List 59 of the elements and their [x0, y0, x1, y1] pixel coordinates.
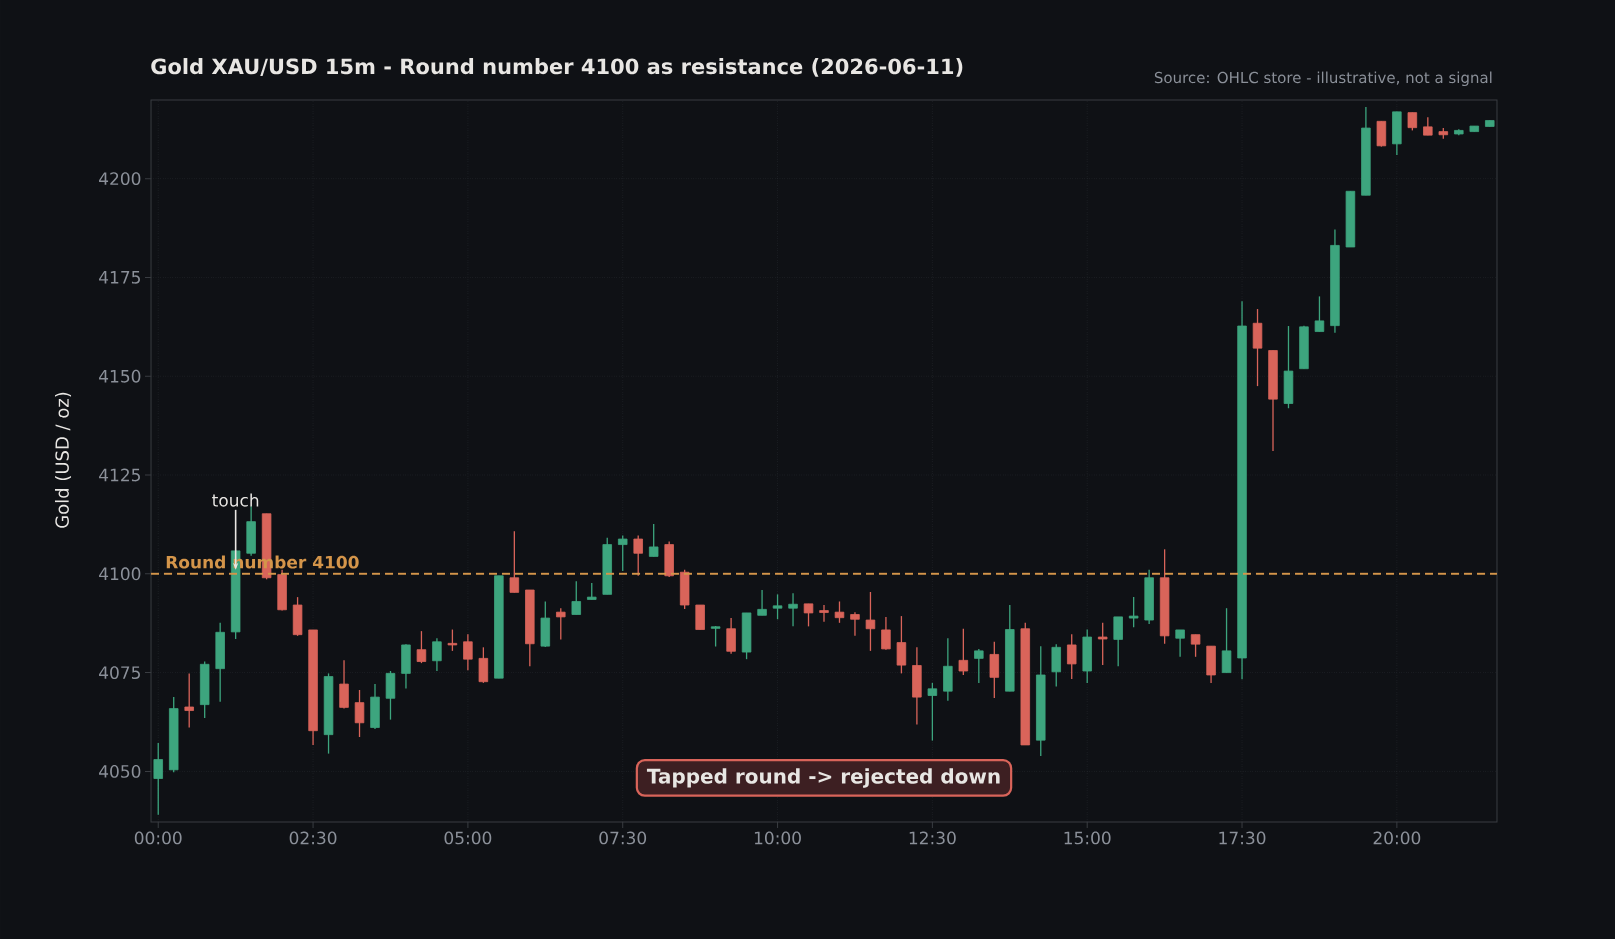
candlestick — [153, 742, 163, 816]
candlestick — [1097, 622, 1108, 666]
candlestick — [463, 633, 473, 671]
y-tick-label: 4200 — [99, 172, 141, 186]
candlestick — [354, 689, 365, 738]
candlestick — [1128, 596, 1139, 628]
candlestick — [958, 628, 969, 676]
candlestick — [184, 672, 194, 729]
candlestick — [509, 530, 520, 594]
annotation: Tapped round -> rejected down — [646, 768, 1000, 788]
candlestick — [447, 628, 458, 652]
candlestick — [772, 593, 783, 620]
candlestick — [803, 603, 814, 628]
source-note: Source: OHLC store - illustrative, not a signal — [1154, 71, 1492, 87]
candlestick — [633, 534, 643, 577]
annotation: touch — [212, 493, 259, 507]
candlestick — [989, 641, 1000, 699]
candlestick — [726, 617, 736, 655]
x-tick-label: 15:00 — [1064, 831, 1111, 845]
candlestick — [556, 607, 566, 641]
candlestick — [819, 604, 829, 623]
candlestick — [617, 534, 628, 572]
candlestick — [339, 659, 349, 710]
y-tick-label: 4175 — [99, 271, 140, 284]
candlestick — [850, 611, 860, 637]
candlestick — [927, 682, 938, 742]
candlestick — [1221, 607, 1232, 674]
candlestick — [1113, 616, 1123, 667]
x-tick-label: 12:30 — [909, 831, 956, 845]
candlestick — [896, 615, 907, 675]
x-tick-label: 02:30 — [289, 831, 337, 845]
candlestick — [1190, 634, 1201, 658]
candlestick — [1314, 295, 1325, 333]
y-tick-label: 4100 — [99, 567, 141, 581]
candlestick — [432, 637, 442, 672]
candlestick — [757, 589, 767, 616]
candlestick — [478, 646, 489, 684]
x-tick-label: 17:30 — [1219, 831, 1266, 845]
candlestick — [416, 630, 427, 664]
candlestick — [788, 592, 798, 628]
candlestick — [1175, 629, 1185, 658]
y-tick-label: 4075 — [99, 666, 140, 680]
y-axis-title: Gold (USD / oz) — [54, 392, 72, 528]
candlestick — [974, 648, 984, 684]
candlestick — [648, 523, 659, 558]
candlestick — [881, 616, 891, 651]
candlestick — [865, 591, 876, 652]
candlestick — [1066, 633, 1077, 680]
x-tick-label: 10:00 — [754, 831, 801, 845]
y-tick-label: 4125 — [99, 468, 140, 482]
chart-title: Gold XAU/USD 15m - Round number 4100 as resistance (2026-06-11) — [151, 58, 963, 77]
x-tick-label: 00:00 — [134, 831, 182, 845]
candlestick — [571, 580, 582, 616]
candlestick — [834, 600, 845, 624]
x-tick-label: 20:00 — [1373, 831, 1421, 845]
x-tick-label: 07:30 — [599, 831, 647, 845]
y-tick-label: 4050 — [99, 764, 141, 778]
y-tick-label: 4150 — [99, 369, 141, 383]
x-tick-label: 05:00 — [444, 831, 492, 845]
